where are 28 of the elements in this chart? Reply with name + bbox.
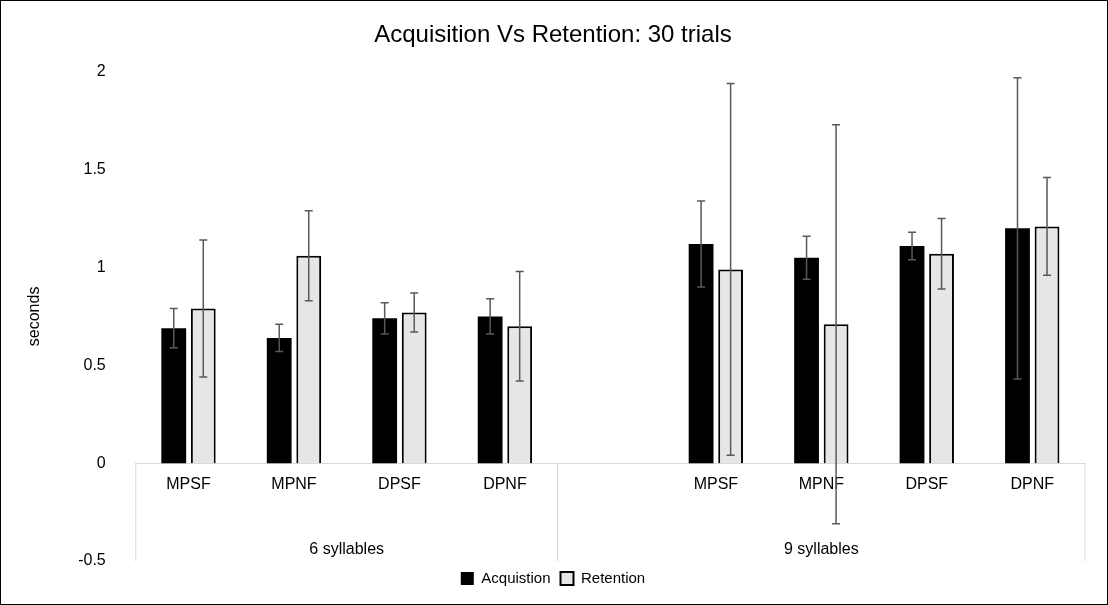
bar [794,257,819,464]
annotation: 9 syllables [783,540,859,558]
y-tick-label: 1 [96,257,106,275]
y-axis-title: seconds [25,286,43,347]
annotation: 6 syllables [309,540,385,558]
x-tick-label: DPSF [378,475,422,493]
bar [266,337,292,464]
bar [899,245,925,464]
y-tick-label: 0 [96,453,106,471]
x-tick-label: MPNF [798,475,845,493]
y-tick-label: 1.5 [83,160,106,178]
legend-label: Acquistion [481,568,551,586]
x-tick-label: MPSF [693,475,739,493]
x-tick-label: DPNF [1010,475,1055,493]
y-tick-label: -0.5 [78,551,106,569]
legend-label: Retention [581,568,646,586]
bar [161,328,187,464]
y-tick-label: 0.5 [83,355,106,373]
bar [477,316,503,464]
x-tick-label: MPNF [271,475,317,493]
chart-title: Acquisition Vs Retention: 30 trials [374,20,732,48]
x-tick-label: DPNF [483,475,527,493]
x-tick-label: DPSF [905,475,949,493]
bar [1005,228,1030,464]
bar [372,318,398,464]
bar [688,244,714,464]
y-tick-label: 2 [96,62,106,80]
x-tick-label: MPSF [166,475,211,493]
